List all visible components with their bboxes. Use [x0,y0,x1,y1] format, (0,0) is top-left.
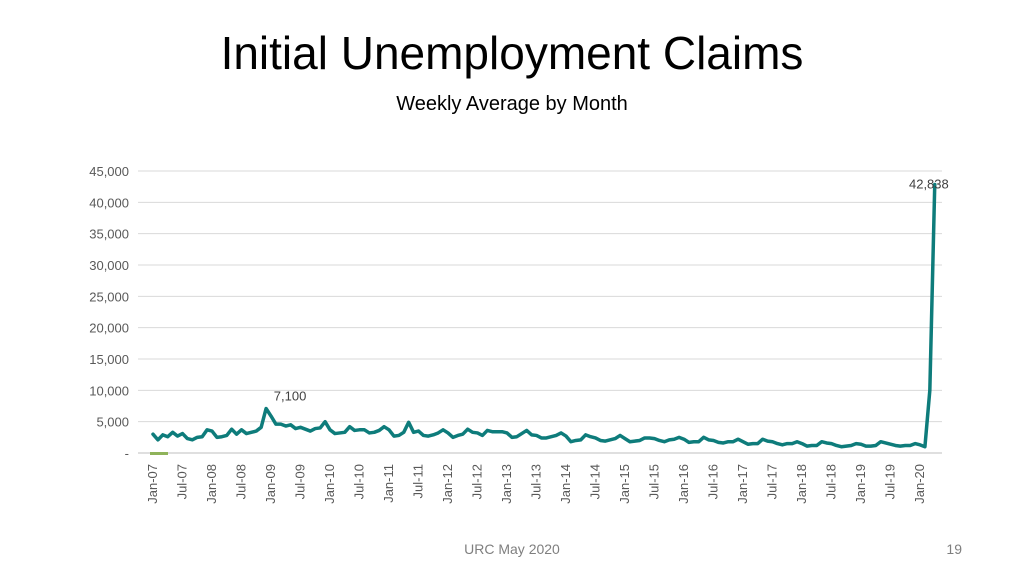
x-tick-label: Jul-12 [470,464,485,499]
y-tick-label: 25,000 [89,289,129,304]
x-tick-label: Jan-18 [794,464,809,504]
x-tick-label: Jul-17 [765,464,780,499]
x-tick-label: Jan-14 [558,464,573,504]
x-tick-label: Jan-13 [499,464,514,504]
x-tick-label: Jul-18 [824,464,839,499]
data-label: 42,838 [909,177,949,192]
x-tick-label: Jan-17 [735,464,750,504]
x-tick-label: Jan-10 [322,464,337,504]
y-tick-label: 35,000 [89,227,129,242]
x-tick-label: Jul-08 [234,464,249,499]
y-tick-label: 5,000 [96,415,129,430]
x-tick-label: Jul-07 [175,464,190,499]
axis-start-marker [150,452,168,455]
data-label: 7,100 [274,389,307,404]
x-tick-label: Jul-14 [588,464,603,499]
x-tick-label: Jan-16 [676,464,691,504]
x-tick-label: Jan-19 [853,464,868,504]
x-tick-label: Jan-12 [440,464,455,504]
x-tick-label: Jul-10 [352,464,367,499]
x-tick-label: Jan-07 [145,464,160,504]
x-tick-label: Jan-09 [263,464,278,504]
x-tick-label: Jul-09 [293,464,308,499]
y-tick-label: 20,000 [89,321,129,336]
y-tick-label: 40,000 [89,195,129,210]
y-tick-label: 15,000 [89,352,129,367]
y-tick-label: 45,000 [89,164,129,179]
series-line [151,182,937,449]
x-tick-label: Jul-16 [706,464,721,499]
footer-label: URC May 2020 [464,541,560,557]
x-tick-label: Jan-08 [204,464,219,504]
x-tick-label: Jul-19 [883,464,898,499]
y-tick-label: - [125,446,129,461]
page-number: 19 [946,541,962,557]
x-tick-label: Jul-15 [647,464,662,499]
x-tick-label: Jul-11 [411,464,426,498]
x-tick-label: Jan-11 [381,464,396,503]
y-tick-label: 30,000 [89,258,129,273]
slide-subtitle: Weekly Average by Month [396,93,628,115]
y-tick-label: 10,000 [89,383,129,398]
x-tick-label: Jan-15 [617,464,632,504]
x-tick-label: Jan-20 [912,464,927,504]
slide-title: Initial Unemployment Claims [220,27,804,79]
x-tick-label: Jul-13 [529,464,544,499]
